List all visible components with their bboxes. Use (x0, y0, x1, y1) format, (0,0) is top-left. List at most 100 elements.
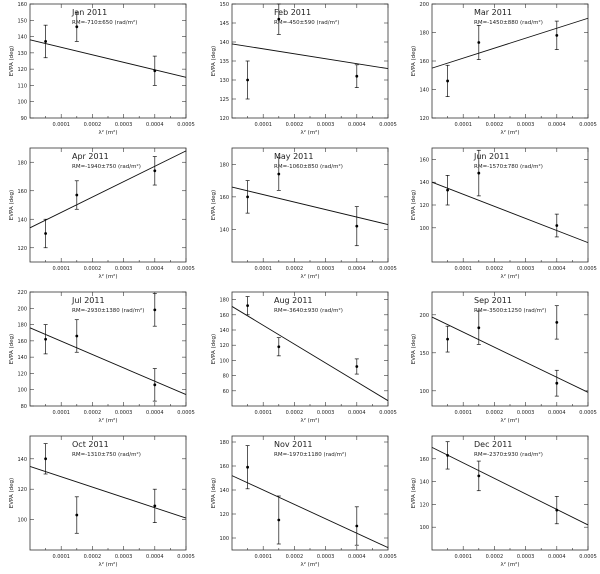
fit-line (231, 186, 389, 225)
x-tick-label: 0.0004 (146, 554, 164, 560)
y-tick-label: 140 (219, 328, 229, 334)
x-tick-label: 0.0004 (348, 554, 366, 560)
fit-line (29, 39, 187, 78)
x-axis-label: λ² (m²) (300, 129, 319, 136)
panel-subtitle: RM=-2370±930 (rad/m²) (474, 451, 543, 458)
x-tick-label: 0.0002 (486, 266, 504, 272)
data-point (555, 33, 559, 37)
panel-title: Mar 2011 (474, 8, 512, 17)
panel-title: Sep 2011 (474, 296, 512, 305)
x-tick-label: 0.0001 (454, 122, 472, 128)
y-tick-label: 100 (419, 389, 429, 395)
x-tick-label: 0.0001 (52, 554, 69, 560)
x-tick-label: 0.0004 (348, 266, 366, 272)
data-point (246, 195, 249, 199)
x-tick-label: 0.0003 (115, 266, 133, 272)
x-axis-label: λ² (m²) (98, 273, 117, 280)
panel-subtitle: RM=-1570±780 (rad/m²) (474, 163, 543, 170)
panel-subtitle: RM=-1310±750 (rad/m²) (72, 451, 141, 458)
x-axis-label: λ² (m²) (98, 561, 117, 568)
y-tick-label: 140 (17, 457, 27, 463)
data-point (555, 321, 559, 324)
panel-title: May 2011 (274, 152, 313, 161)
data-point (277, 172, 281, 176)
x-tick-label: 0.0002 (84, 410, 102, 416)
x-tick-label: 0.0002 (84, 554, 102, 560)
x-tick-label: 0.0001 (254, 122, 272, 128)
data-point (477, 41, 481, 44)
panel-title: Feb 2011 (274, 8, 311, 17)
x-tick-label: 0.0003 (317, 122, 335, 128)
data-point (555, 508, 559, 512)
fit-line (29, 465, 187, 519)
x-axis-label: λ² (m²) (98, 417, 117, 424)
y-axis-label: EVPA (deg) (9, 46, 15, 76)
y-tick-label: 100 (17, 518, 27, 524)
x-tick-label: 0.0001 (454, 266, 472, 272)
x-tick-label: 0.0003 (115, 554, 133, 560)
data-point (44, 232, 47, 235)
y-tick-label: 150 (17, 18, 27, 24)
panel-title: Oct 2011 (72, 440, 109, 449)
y-tick-label: 160 (17, 2, 27, 8)
data-point (153, 69, 157, 73)
y-axis-label: EVPA (deg) (411, 46, 417, 76)
x-tick-label: 0.0004 (348, 122, 366, 128)
y-tick-label: 200 (17, 306, 27, 312)
y-tick-label: 120 (17, 371, 27, 377)
y-tick-label: 120 (219, 343, 229, 349)
x-tick-label: 0.0004 (548, 122, 566, 128)
panel-subtitle: RM=-1450±880 (rad/m²) (474, 19, 543, 26)
x-tick-label: 0.0003 (317, 410, 335, 416)
panel-title: Apr 2011 (72, 152, 109, 161)
y-tick-label: 160 (219, 464, 229, 470)
data-point (446, 337, 449, 341)
data-point (75, 193, 79, 197)
y-tick-label: 120 (419, 203, 429, 209)
y-tick-label: 180 (419, 31, 429, 37)
x-axis-label: λ² (m²) (500, 561, 519, 568)
panel-title: Jan 2011 (71, 8, 107, 17)
y-tick-label: 120 (419, 502, 429, 508)
data-point (246, 465, 249, 469)
x-tick-label: 0.0005 (579, 266, 597, 272)
y-tick-label: 220 (17, 290, 27, 296)
x-tick-label: 0.0002 (486, 410, 504, 416)
y-tick-label: 130 (17, 51, 27, 57)
y-tick-label: 100 (219, 536, 229, 542)
x-tick-label: 0.0002 (486, 554, 504, 560)
y-axis-label: EVPA (deg) (211, 334, 217, 364)
data-point (277, 518, 281, 522)
x-tick-label: 0.0001 (52, 266, 69, 272)
data-point (44, 457, 47, 461)
data-point (555, 224, 559, 227)
fit-line (231, 475, 389, 549)
data-point (75, 513, 79, 517)
x-tick-label: 0.0003 (115, 122, 133, 128)
data-point (277, 345, 281, 349)
y-tick-label: 200 (419, 2, 429, 8)
y-tick-label: 160 (219, 313, 229, 319)
x-tick-label: 0.0002 (84, 122, 102, 128)
x-tick-label: 0.0003 (517, 410, 535, 416)
y-tick-label: 160 (419, 59, 429, 65)
x-tick-label: 0.0002 (286, 554, 304, 560)
fit-line (431, 316, 589, 393)
x-tick-label: 0.0005 (579, 122, 597, 128)
panel-title: Dec 2011 (474, 440, 512, 449)
x-tick-label: 0.0005 (379, 554, 397, 560)
data-point (246, 78, 249, 82)
x-tick-label: 0.0003 (317, 266, 335, 272)
y-tick-label: 125 (219, 97, 229, 103)
x-axis-label: λ² (m²) (500, 417, 519, 424)
y-axis-label: EVPA (deg) (411, 334, 417, 364)
y-tick-label: 140 (17, 217, 27, 223)
fit-line (431, 181, 589, 244)
y-tick-label: 100 (419, 525, 429, 531)
y-tick-label: 145 (219, 21, 229, 27)
chart-panel-11: 100 120 140 160 180 0.0001 0.0002 0.0003 0.0004 0… (211, 435, 397, 568)
chart-panel-3: 120 140 160 180 200 0.0001 0.0002 0.0003 0.0004 0… (411, 2, 597, 136)
y-tick-label: 110 (17, 83, 27, 89)
panel-title: Nov 2011 (274, 440, 313, 449)
